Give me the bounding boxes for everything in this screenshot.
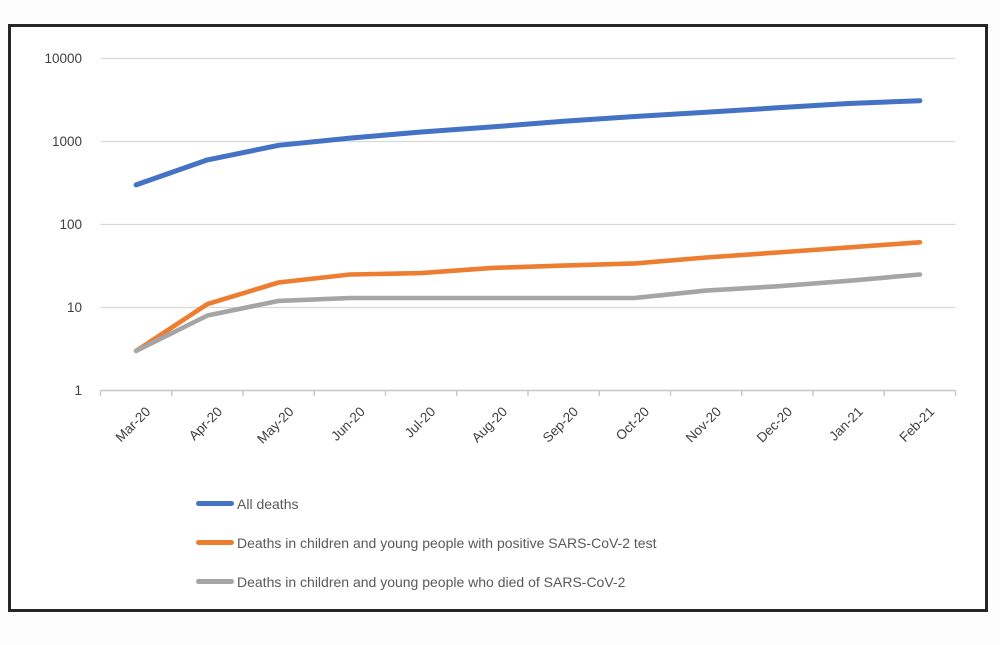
y-axis-tick-label: 1000 bbox=[51, 133, 82, 149]
y-axis-tick-label: 1 bbox=[74, 382, 82, 398]
legend-label-all-deaths: All deaths bbox=[237, 495, 299, 512]
legend-item-died-of: Deaths in children and young people who … bbox=[196, 562, 656, 601]
y-axis-tick-label: 100 bbox=[59, 216, 82, 232]
legend-item-positive-test: Deaths in children and young people with… bbox=[196, 523, 656, 562]
series-line-0 bbox=[133, 98, 923, 188]
y-axis-tick-label: 10 bbox=[66, 299, 82, 315]
all-deaths-line-marker bbox=[196, 501, 234, 506]
positive-test-line-marker bbox=[196, 540, 234, 545]
legend-label-positive-test: Deaths in children and young people with… bbox=[237, 534, 657, 551]
legend: All deaths Deaths in children and young … bbox=[196, 484, 656, 601]
chart-frame bbox=[8, 24, 988, 612]
series-line-2 bbox=[133, 272, 923, 354]
legend-label-died-of: Deaths in children and young people who … bbox=[237, 573, 626, 590]
died-of-line-marker bbox=[196, 579, 234, 584]
y-axis-tick-label: 10000 bbox=[44, 50, 82, 66]
legend-item-all-deaths: All deaths bbox=[196, 484, 656, 523]
series-line-1 bbox=[133, 240, 923, 354]
